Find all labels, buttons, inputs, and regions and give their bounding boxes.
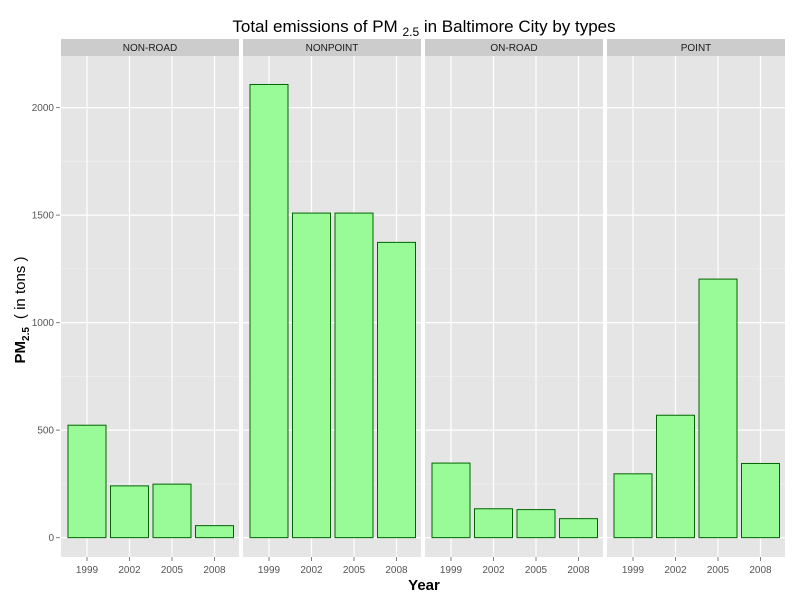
bar-non-road-2008 <box>195 525 234 539</box>
bar-non-road-2005 <box>152 483 192 539</box>
x-tick-label: 2002 <box>664 565 687 576</box>
x-tick-label: 2005 <box>161 565 184 576</box>
facet-strip-label: NON-ROAD <box>123 43 177 54</box>
x-tick-label: 2008 <box>749 565 772 576</box>
y-tick-label: 1500 <box>32 211 55 222</box>
bar-on-road-2005 <box>516 509 556 539</box>
x-tick-label: 2008 <box>567 565 590 576</box>
x-tick-label: 2002 <box>482 565 505 576</box>
x-tick-label: 2002 <box>300 565 323 576</box>
x-tick-label: 1999 <box>76 565 99 576</box>
facet-strip-nonpoint <box>243 39 421 56</box>
y-tick-label: 0 <box>48 533 54 544</box>
bar-nonpoint-1999 <box>249 83 289 539</box>
x-tick-label: 2005 <box>525 565 548 576</box>
facet-panels: 0 500 1000 1500 2000 NON-ROAD 1999 2002 2005 2008… <box>32 39 785 576</box>
x-axis-title: Year <box>408 577 440 594</box>
bar-nonpoint-2008 <box>377 241 416 539</box>
y-tick-label: 500 <box>37 426 54 437</box>
x-tick-label: 2005 <box>343 565 366 576</box>
facet-strip-non-road <box>61 39 239 56</box>
x-tick-label: 2002 <box>118 565 141 576</box>
bar-on-road-2008 <box>559 518 598 539</box>
facet-strip-point <box>607 39 785 56</box>
y-axis-title: PM2.5( in tons ) <box>12 257 32 364</box>
x-tick-label: 2008 <box>203 565 226 576</box>
bar-non-road-1999 <box>67 424 107 539</box>
bar-nonpoint-2005 <box>334 212 374 539</box>
facet-strip-on-road <box>425 39 603 56</box>
bar-nonpoint-2002 <box>292 212 331 539</box>
bar-non-road-2002 <box>110 485 149 539</box>
bar-point-2008 <box>741 462 780 539</box>
x-tick-label: 1999 <box>440 565 463 576</box>
x-tick-label: 2008 <box>385 565 408 576</box>
bar-point-1999 <box>613 473 653 539</box>
x-tick-label: 2005 <box>707 565 730 576</box>
facet-strip-label: POINT <box>681 43 712 54</box>
bar-point-2005 <box>698 278 738 539</box>
facet-strip-label: NONPOINT <box>306 43 359 54</box>
bar-on-road-2002 <box>474 508 513 539</box>
bar-point-2002 <box>656 414 695 539</box>
chart-title: Total emissions of PM 2.5 in Baltimore C… <box>232 17 615 39</box>
y-tick-label: 2000 <box>32 103 55 114</box>
x-tick-label: 1999 <box>622 565 645 576</box>
y-tick-label: 1000 <box>32 318 55 329</box>
bar-on-road-1999 <box>431 462 471 539</box>
facet-strip-label: ON-ROAD <box>490 43 537 54</box>
x-tick-label: 1999 <box>258 565 281 576</box>
